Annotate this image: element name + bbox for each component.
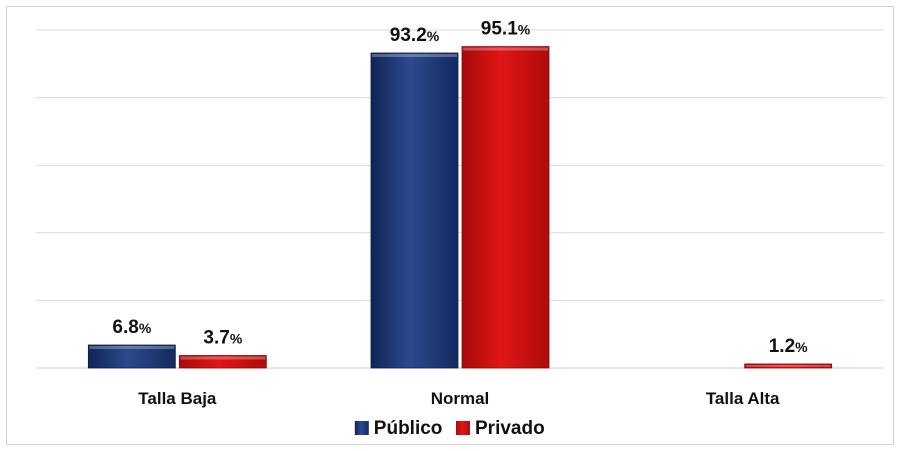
legend-swatch xyxy=(354,421,369,435)
bar-highlight xyxy=(745,364,831,367)
x-axis-tick-labels: Talla Baja Normal Talla Alta xyxy=(138,389,780,408)
bar-privado-talla-alta xyxy=(744,363,833,369)
legend: Público Privado xyxy=(354,418,545,439)
data-label: 6.8% xyxy=(112,317,151,338)
bar-highlight xyxy=(89,346,175,350)
x-tick-label: Talla Alta xyxy=(706,389,780,408)
data-label: 1.2% xyxy=(769,336,808,357)
gridlines xyxy=(36,29,884,369)
legend-label: Privado xyxy=(475,418,545,439)
bar-privado-normal xyxy=(461,46,550,369)
x-tick-label: Talla Baja xyxy=(138,389,217,408)
data-labels: 6.8% 3.7% 93.2% 95.1% 1.2% xyxy=(112,19,808,357)
bar-p-blico-normal xyxy=(370,52,459,369)
legend-swatch xyxy=(456,421,470,435)
bars xyxy=(87,46,833,369)
legend-label: Público xyxy=(374,418,443,439)
x-tick-label: Normal xyxy=(431,389,490,408)
data-label: 95.1% xyxy=(481,19,531,40)
bar-highlight xyxy=(180,356,266,360)
bar-privado-talla-baja xyxy=(178,355,267,369)
bar-p-blico-talla-baja xyxy=(87,344,176,369)
bar-highlight xyxy=(463,47,548,51)
data-label: 93.2% xyxy=(390,25,440,46)
data-label: 3.7% xyxy=(203,327,242,348)
bar-highlight xyxy=(372,53,457,57)
